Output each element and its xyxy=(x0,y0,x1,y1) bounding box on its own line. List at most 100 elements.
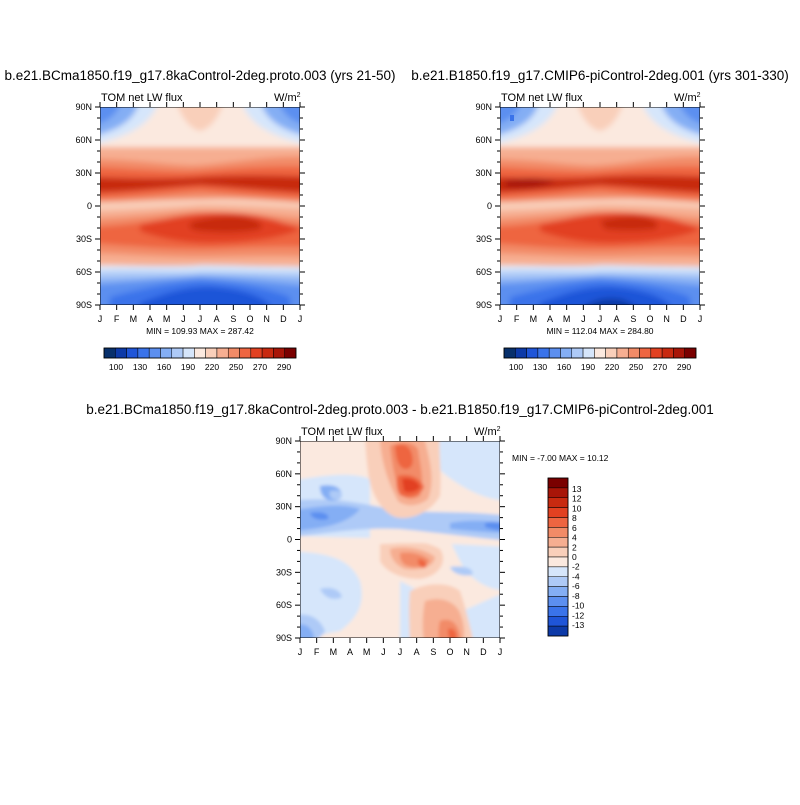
colorbar-label: 250 xyxy=(229,362,243,372)
colorbar-label: 6 xyxy=(572,523,577,533)
y-tick-label: 90N xyxy=(75,102,92,112)
panel-3-title: b.e21.BCma1850.f19_g17.8kaControl-2deg.p… xyxy=(86,402,713,417)
colorbar-label: 190 xyxy=(581,362,595,372)
colorbar-swatch xyxy=(582,347,595,359)
y-tick-label: 60S xyxy=(276,600,292,610)
colorbar-swatch xyxy=(194,347,206,359)
panel-1-units: W/m2 xyxy=(274,92,301,104)
colorbar-swatch xyxy=(273,347,285,359)
x-tick-label: S xyxy=(630,314,636,324)
colorbar-label: -2 xyxy=(572,562,580,572)
y-tick-label: 60N xyxy=(275,469,292,479)
colorbar-label: 8 xyxy=(572,513,577,523)
x-tick-label: O xyxy=(646,314,653,324)
panel-3-units: W/m2 xyxy=(474,426,501,438)
x-tick-label: F xyxy=(114,314,120,324)
x-tick-label: J xyxy=(398,647,403,657)
x-tick-label: J xyxy=(298,647,303,657)
panel-1: b.e21.BCma1850.f19_g17.8kaControl-2deg.p… xyxy=(5,68,396,336)
x-tick-label: J xyxy=(498,314,503,324)
x-tick-label: S xyxy=(230,314,236,324)
colorbar-label: 2 xyxy=(572,542,577,552)
y-tick-label: 30N xyxy=(75,168,92,178)
colorbar-label: -6 xyxy=(572,581,580,591)
y-tick-label: 60S xyxy=(476,267,492,277)
colorbar-label: 100 xyxy=(509,362,523,372)
x-tick-label: F xyxy=(514,314,520,324)
y-tick-label: 90S xyxy=(76,300,92,310)
colorbar-swatch xyxy=(126,347,139,359)
x-tick-label: A xyxy=(147,314,153,324)
x-tick-label: D xyxy=(680,314,687,324)
colorbar-label: 190 xyxy=(181,362,195,372)
panel-3: b.e21.BCma1850.f19_g17.8kaControl-2deg.p… xyxy=(86,402,714,638)
y-tick-label: 30N xyxy=(275,502,292,512)
colorbar-swatch xyxy=(547,517,569,528)
colorbar-swatch xyxy=(547,586,569,597)
colorbar-swatch xyxy=(547,546,569,558)
x-tick-label: N xyxy=(663,314,670,324)
x-tick-label: D xyxy=(480,647,487,657)
colorbar-swatch xyxy=(115,347,127,359)
colorbar-swatch xyxy=(250,347,263,359)
x-tick-label: A xyxy=(347,647,353,657)
x-tick-label: J xyxy=(98,314,103,324)
colorbar-swatch xyxy=(547,616,569,627)
x-tick-label: A xyxy=(614,314,620,324)
colorbar-swatch xyxy=(639,347,652,359)
x-tick-label: O xyxy=(246,314,253,324)
colorbar-label: 13 xyxy=(572,484,582,494)
x-tick-label: S xyxy=(430,647,436,657)
y-tick-label: 90N xyxy=(475,102,492,112)
panel-2-plot xyxy=(500,107,700,305)
colorbar-swatch xyxy=(526,347,539,359)
colorbar-swatch xyxy=(616,347,629,359)
colorbar-swatch xyxy=(547,527,569,538)
colorbar-swatch xyxy=(547,537,569,548)
colorbar-label: 100 xyxy=(109,362,123,372)
y-tick-label: 0 xyxy=(487,201,492,211)
colorbar-swatch xyxy=(171,347,184,359)
colorbar-swatch xyxy=(160,347,173,359)
colorbar-frame xyxy=(103,347,297,359)
y-tick-label: 0 xyxy=(287,535,292,545)
colorbar-swatch xyxy=(548,347,561,359)
colorbar-label: 160 xyxy=(557,362,571,372)
panel-2-units-exp: 2 xyxy=(697,92,701,99)
colorbar-label: 270 xyxy=(653,362,667,372)
panel-1-variable-label: TOM net LW flux xyxy=(101,92,183,104)
y-tick-label: 0 xyxy=(87,201,92,211)
y-tick-label: 60N xyxy=(475,135,492,145)
colorbar-label: -4 xyxy=(572,571,580,581)
colorbar-label: 290 xyxy=(277,362,291,372)
colorbar-swatch xyxy=(661,347,674,359)
colorbar-swatch xyxy=(673,347,685,359)
panel-1-colorbar: 100 130 160 190 220 250 270 290 xyxy=(103,347,297,372)
x-tick-label: J xyxy=(581,314,586,324)
x-tick-label: O xyxy=(446,647,453,657)
colorbar-label: 10 xyxy=(572,503,582,513)
colorbar-swatch xyxy=(594,347,606,359)
x-tick-label: M xyxy=(330,647,338,657)
y-tick-label: 90S xyxy=(276,633,292,643)
colorbar-label: 4 xyxy=(572,533,577,543)
x-tick-label: M xyxy=(363,647,371,657)
colorbar-swatch xyxy=(571,347,584,359)
colorbar-swatch xyxy=(560,347,573,359)
colorbar-swatch xyxy=(605,347,618,359)
colorbar-swatch xyxy=(627,347,640,359)
colorbar-swatch xyxy=(205,347,218,359)
colorbar-label: 130 xyxy=(133,362,147,372)
colorbar-swatch xyxy=(137,347,150,359)
colorbar-swatch xyxy=(547,507,569,518)
x-tick-label: J xyxy=(198,314,203,324)
colorbar-swatch xyxy=(650,347,663,359)
colorbar-swatch xyxy=(239,347,252,359)
colorbar-label: 250 xyxy=(629,362,643,372)
x-tick-label: A xyxy=(214,314,220,324)
panel-2-colorbar: 100 130 160 190 220 250 270 290 xyxy=(503,347,697,372)
colorbar-swatch xyxy=(503,347,516,359)
